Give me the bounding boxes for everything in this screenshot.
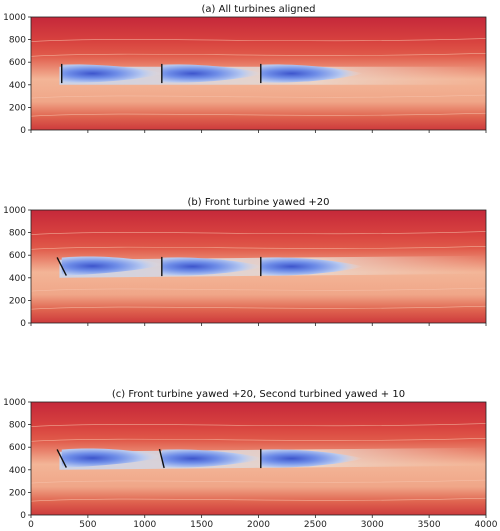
y-tick-label: 1000 [3, 13, 26, 23]
y-tick-label: 200 [9, 103, 26, 113]
x-tick-label: 1500 [190, 520, 213, 530]
contour-line [31, 437, 486, 442]
x-tick-label: 3500 [418, 520, 441, 530]
y-tick-label: 800 [9, 229, 26, 239]
contour-line [31, 305, 486, 310]
y-tick-label: 800 [9, 36, 26, 46]
x-tick-label: 4000 [475, 520, 498, 530]
turbine-wake [61, 64, 165, 83]
y-tick-label: 400 [9, 81, 26, 91]
turbine-rotor [56, 449, 67, 468]
y-tick-label: 1000 [3, 206, 26, 216]
turbine-wake [161, 449, 265, 468]
contour-line [31, 479, 486, 484]
y-tick-label: 200 [9, 296, 26, 306]
turbine-wake [161, 64, 265, 83]
turbine-rotor [56, 257, 67, 276]
contour-line [31, 112, 486, 117]
x-tick-label: 500 [79, 520, 96, 530]
contour-line [31, 423, 486, 427]
panel-title: (b) Front turbine yawed +20 [188, 197, 330, 208]
flow-field [31, 17, 486, 130]
turbine-wake [161, 257, 265, 276]
x-tick-label: 2000 [247, 520, 270, 530]
x-tick-label: 1000 [133, 520, 156, 530]
panel-title: (c) Front turbine yawed +20, Second turb… [112, 389, 405, 400]
contour-line [31, 38, 486, 42]
x-tick-label: 3000 [361, 520, 384, 530]
panel-title: (a) All turbines aligned [202, 4, 316, 15]
turbine-wake [260, 64, 364, 83]
turbine-wake [260, 449, 364, 468]
panel-2: 0 200 400 600 800 1000 0 500 1000 1500 2000 2500 300… [3, 389, 498, 530]
y-tick-label: 0 [20, 126, 26, 136]
contour-line [31, 231, 486, 235]
y-tick-label: 1000 [3, 398, 26, 408]
y-tick-label: 200 [9, 488, 26, 498]
panel-1: 0 200 400 600 800 1000 (b) Front turbine yawed… [3, 197, 487, 329]
y-tick-label: 0 [20, 319, 26, 329]
turbine-wake [61, 448, 165, 468]
y-tick-label: 400 [9, 466, 26, 476]
x-tick-label: 0 [28, 520, 34, 530]
y-tick-label: 600 [9, 251, 26, 261]
contour-line [31, 287, 486, 292]
y-tick-label: 600 [9, 58, 26, 68]
turbine-rotor [158, 448, 165, 469]
y-tick-label: 800 [9, 421, 26, 431]
flow-field [31, 210, 486, 323]
contour-line [31, 497, 486, 502]
y-tick-label: 0 [20, 511, 26, 521]
x-tick-label: 2500 [304, 520, 327, 530]
contour-line [31, 52, 486, 57]
y-tick-label: 600 [9, 443, 26, 453]
turbine-wake [260, 257, 364, 276]
contour-line [31, 245, 486, 250]
contour-line [31, 94, 486, 99]
flow-field [31, 402, 486, 515]
panel-0: 0 200 400 600 800 1000 (a) All turbines aligne… [3, 4, 487, 136]
y-tick-label: 400 [9, 274, 26, 284]
turbine-wake [61, 256, 165, 276]
